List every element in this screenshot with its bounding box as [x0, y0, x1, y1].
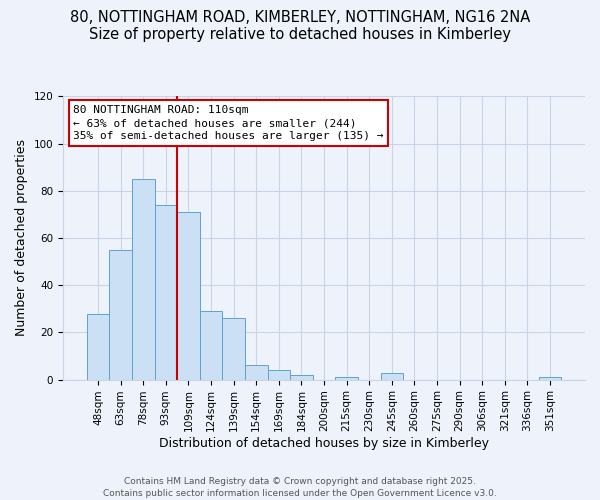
Bar	[87, 314, 109, 380]
Text: Contains HM Land Registry data © Crown copyright and database right 2025.
Contai: Contains HM Land Registry data © Crown c…	[103, 476, 497, 498]
Bar	[335, 377, 358, 380]
Bar	[155, 205, 177, 380]
Bar	[245, 366, 268, 380]
Bar	[109, 250, 132, 380]
Bar	[132, 179, 155, 380]
Bar	[200, 311, 223, 380]
Y-axis label: Number of detached properties: Number of detached properties	[15, 140, 28, 336]
Bar	[539, 377, 561, 380]
Bar	[380, 372, 403, 380]
Bar	[268, 370, 290, 380]
Text: 80, NOTTINGHAM ROAD, KIMBERLEY, NOTTINGHAM, NG16 2NA
Size of property relative t: 80, NOTTINGHAM ROAD, KIMBERLEY, NOTTINGH…	[70, 10, 530, 42]
Bar	[290, 375, 313, 380]
X-axis label: Distribution of detached houses by size in Kimberley: Distribution of detached houses by size …	[159, 437, 489, 450]
Text: 80 NOTTINGHAM ROAD: 110sqm
← 63% of detached houses are smaller (244)
35% of sem: 80 NOTTINGHAM ROAD: 110sqm ← 63% of deta…	[73, 105, 384, 142]
Bar	[177, 212, 200, 380]
Bar	[223, 318, 245, 380]
